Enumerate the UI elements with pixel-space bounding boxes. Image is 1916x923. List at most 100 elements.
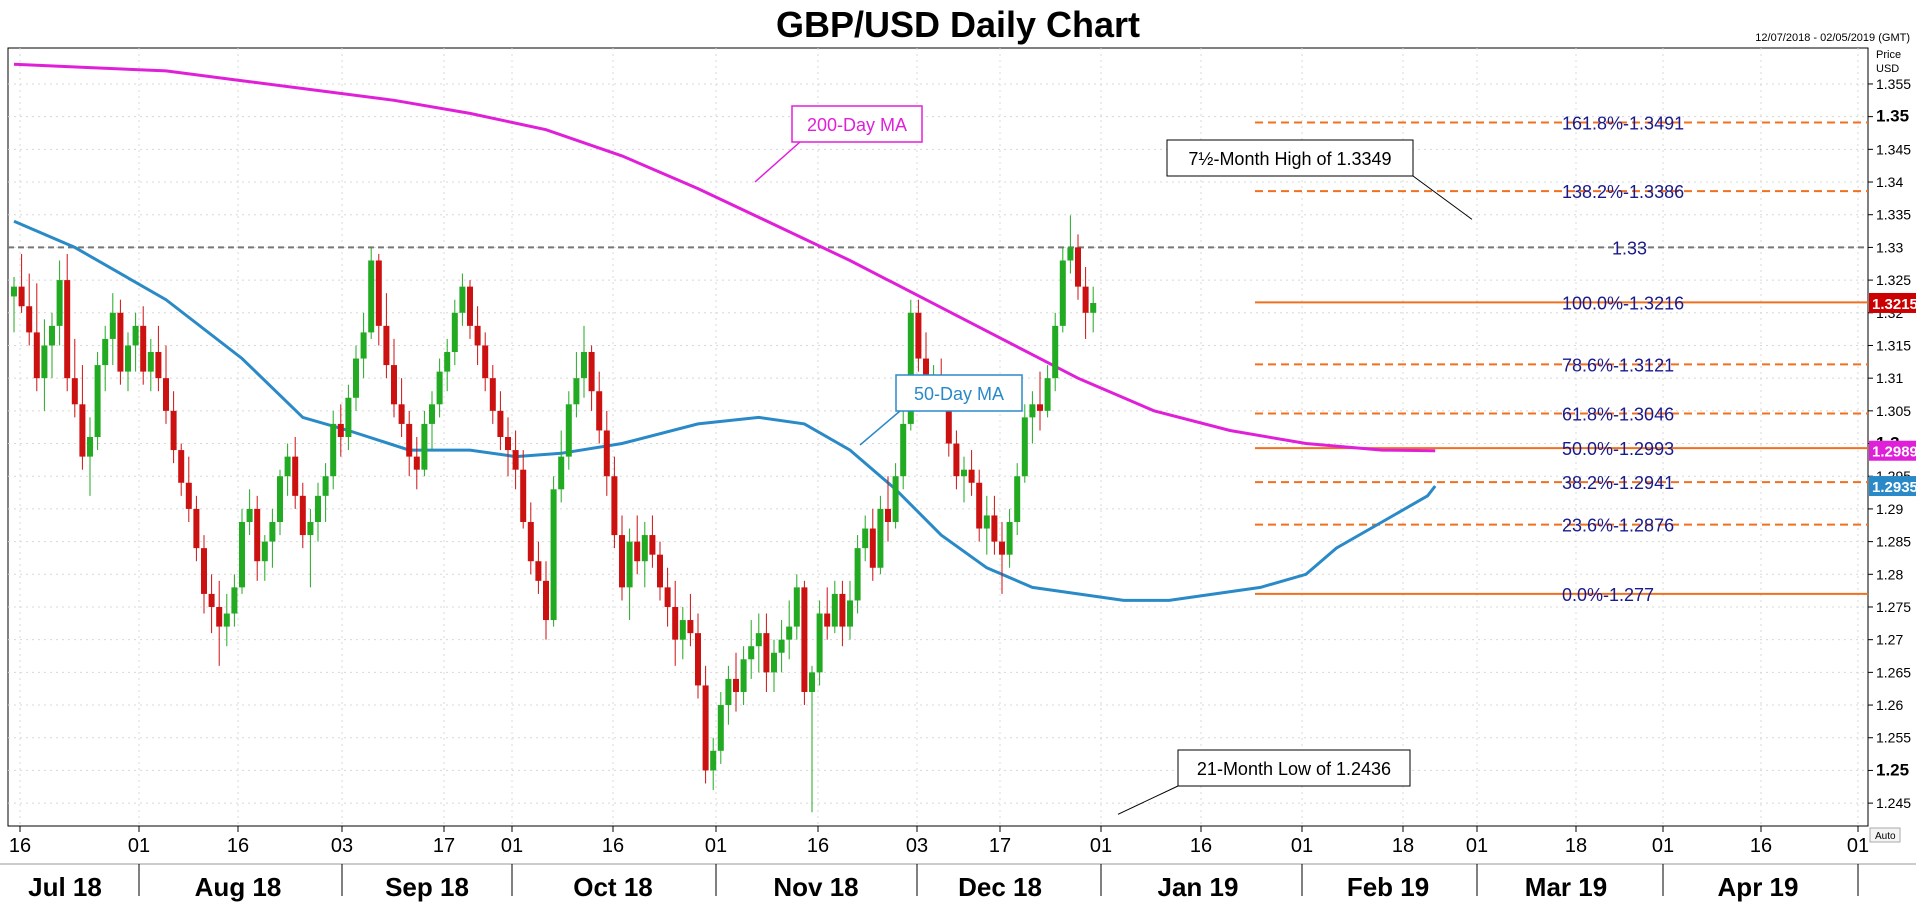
candle-body	[877, 508, 884, 568]
candle-body	[140, 325, 147, 372]
candle-body	[717, 705, 724, 751]
candle-body	[763, 633, 770, 673]
candle-body	[733, 678, 739, 692]
candle-body	[307, 521, 314, 536]
candle-body	[581, 352, 587, 379]
price-box-label: 1.2935	[1872, 479, 1916, 496]
candle-body	[1090, 302, 1097, 313]
candle-body	[185, 482, 192, 509]
x-day-label: 01	[1291, 835, 1313, 857]
candle-body	[619, 535, 625, 588]
candle-body	[269, 521, 276, 542]
price-box	[1869, 476, 1916, 497]
candle-body	[1067, 247, 1074, 261]
candle-body	[391, 365, 397, 405]
fib-label: 38.2%-1.2941	[1562, 473, 1674, 493]
candle-body	[641, 535, 648, 562]
price-box-label: 1.3215	[1872, 296, 1916, 313]
x-day-label: 01	[1847, 835, 1869, 857]
candle-body	[18, 286, 25, 307]
candle-body	[246, 508, 253, 522]
candle-body	[862, 528, 869, 549]
candle-body	[33, 332, 40, 379]
high-annotation-leader	[1412, 175, 1473, 220]
candle-body	[983, 515, 990, 529]
high-annotation-box	[1166, 139, 1414, 177]
x-day-label: 01	[501, 835, 523, 857]
candle-body	[945, 397, 952, 444]
fib-label: 100.0%-1.3216	[1562, 293, 1684, 313]
x-day-label: 16	[1190, 835, 1212, 857]
x-month-label: Mar 19	[1525, 872, 1607, 902]
candle-body	[94, 365, 101, 437]
x-day-label: 01	[128, 835, 150, 857]
candle-body	[284, 456, 291, 477]
x-day-label: 16	[227, 835, 249, 857]
y-tick-label: 1.255	[1876, 730, 1911, 746]
candle-body	[1014, 476, 1021, 522]
candle-body	[991, 515, 998, 542]
candle-body	[155, 352, 162, 379]
candle-body	[406, 423, 413, 457]
candle-body	[778, 639, 785, 653]
chart-title: GBP/USD Daily Chart	[775, 4, 1141, 45]
candle-body	[474, 325, 481, 346]
x-day-label: 18	[1565, 835, 1587, 857]
ma50-annotation-label: 50-Day MA	[914, 384, 1004, 404]
candle-body	[527, 521, 534, 562]
candle-body	[193, 508, 200, 549]
low-annotation-label: 21-Month Low of 1.2436	[1197, 759, 1391, 779]
x-month-label: Jan 19	[1158, 872, 1239, 902]
candle-body	[999, 541, 1005, 555]
candle-body	[953, 443, 960, 477]
candle-body	[801, 587, 808, 692]
candle-body	[497, 410, 504, 437]
fib-label: 0.0%-1.277	[1562, 585, 1654, 605]
y-tick-label: 1.245	[1876, 795, 1911, 811]
y-tick-label: 1.265	[1876, 664, 1911, 680]
ma200-annotation-leader	[754, 141, 801, 183]
x-day-label: 03	[331, 835, 353, 857]
candle-body	[109, 312, 116, 339]
candle-body	[49, 325, 55, 346]
candle-body	[1082, 286, 1089, 313]
y-tick-label: 1.31	[1876, 370, 1903, 386]
x-month-label: Oct 18	[573, 872, 653, 902]
candle-body	[847, 600, 853, 627]
fib-label: 23.6%-1.2876	[1562, 516, 1674, 536]
candle-body	[565, 404, 572, 457]
candle-body	[793, 587, 800, 627]
candle-body	[755, 633, 762, 647]
x-day-label: 18	[1392, 835, 1414, 857]
candle-body	[550, 489, 557, 621]
candle-body	[505, 437, 511, 451]
candle-body	[368, 260, 375, 333]
y-tick-label: 1.305	[1876, 403, 1911, 419]
x-month-label: Sep 18	[385, 872, 469, 902]
x-month-label: Aug 18	[195, 872, 282, 902]
candle-body	[383, 325, 390, 366]
candle-body	[261, 541, 268, 562]
candle-body	[26, 306, 33, 333]
candle-body	[831, 593, 838, 627]
candle-body	[467, 286, 473, 326]
candle-body	[1044, 378, 1051, 411]
x-day-label: 01	[1090, 835, 1112, 857]
ma200-annotation-label: 200-Day MA	[807, 115, 907, 135]
ma50-annotation-box	[895, 374, 1023, 412]
x-day-label: 16	[1750, 835, 1772, 857]
candle-body	[429, 404, 435, 424]
y-tick-label: 1.28	[1876, 566, 1903, 582]
candle-body	[353, 358, 359, 398]
candle-body	[254, 508, 261, 562]
candle-body	[315, 495, 321, 522]
fib-label: 78.6%-1.3121	[1562, 355, 1674, 375]
candle-body	[170, 410, 177, 451]
candle-body	[634, 541, 641, 562]
y-tick-label: 1.335	[1876, 207, 1911, 223]
y-tick-label: 1.275	[1876, 599, 1911, 615]
candle-body	[695, 633, 701, 686]
candle-body	[413, 456, 420, 470]
candle-body	[573, 378, 580, 405]
